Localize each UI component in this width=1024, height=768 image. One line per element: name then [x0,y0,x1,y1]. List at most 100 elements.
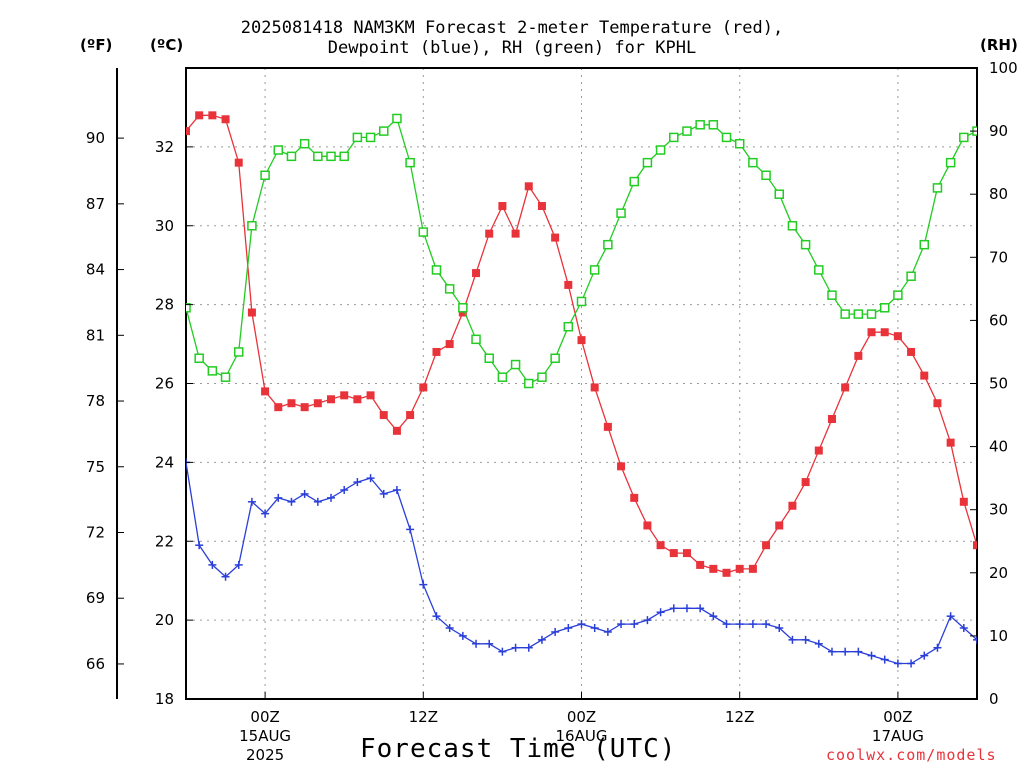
temperature-point [920,371,929,380]
chart-title-line-2: Dewpoint (blue), RH (green) for KPHL [327,38,697,58]
temperature-point [221,115,230,124]
rh-point [853,309,864,319]
rh-point [642,157,653,168]
celsius-tick-label: 30 [155,217,174,235]
dewpoint-point [511,643,520,652]
dewpoint-point [458,631,467,640]
dewpoint-point [340,485,349,494]
dewpoint-point [485,639,494,648]
temperature-point [841,383,850,392]
rh-point [800,239,811,250]
dewpoint-point [551,627,560,636]
rh-line [186,117,977,385]
rh-point [471,334,481,345]
rh-point [510,359,521,370]
rh-tick-label: 70 [989,248,1008,266]
temperature-point [617,462,626,471]
dewpoint-point [775,624,784,633]
x-tick-label: 12Z [725,708,754,726]
rh-point [655,145,666,155]
dewpoint-point [524,643,533,652]
rh-point [748,157,758,168]
rh-point [273,145,284,155]
dewpoint-point [880,655,889,664]
rh-point [589,265,600,275]
fahrenheit-tick-label: 66 [86,655,105,673]
temperature-point [445,340,454,349]
dewpoint-point [221,572,230,581]
celsius-tick-label: 28 [155,296,174,314]
dewpoint-point [313,497,322,506]
fahrenheit-tick-label: 72 [86,523,105,541]
dewpoint-point [379,489,388,498]
dewpoint-point [247,497,256,506]
temperature-point [537,202,546,211]
temperature-point [195,111,204,120]
dewpoint-point [854,647,863,656]
dewpoint-point [735,620,744,629]
dewpoint-point [959,624,968,633]
celsius-tick-label: 18 [155,690,174,708]
temperature-point [247,308,256,317]
rh-point [431,265,442,275]
fahrenheit-tick-label: 87 [86,195,105,213]
rh-point [669,132,679,143]
dewpoint-point [537,635,546,644]
fahrenheit-tick-label: 90 [86,129,105,147]
rh-point [313,151,323,162]
rh-point [603,239,613,250]
rh-point [286,151,297,162]
rh-point [405,157,415,168]
x-tick-year: 2025 [246,746,284,764]
celsius-tick-label: 32 [155,138,174,156]
rh-point [721,132,732,143]
temperature-point [946,438,955,447]
rh-tick-label: 10 [989,627,1008,645]
dewpoint-point [973,635,977,644]
temperature-point [419,383,428,392]
x-axis-title: Forecast Time (UTC) [360,734,677,764]
temperature-point [313,399,322,408]
rh-point [576,296,587,307]
temperature-point [551,233,560,242]
dewpoint-point [788,635,797,644]
grid-lines [186,68,977,699]
rh-point [260,170,270,181]
temperature-point [801,478,810,487]
rh-tick-label: 60 [989,311,1008,329]
x-tick-label: 00Z [567,708,596,726]
rh-point [326,151,336,162]
rh-point [444,284,455,294]
rh-point [497,372,508,382]
dewpoint-point [208,560,217,569]
temperature-point [472,269,481,278]
x-tick-date: 16AUG [556,727,608,745]
temperature-point [366,391,375,400]
dewpoint-point [656,608,665,617]
temperature-point [854,351,863,360]
temperature-point [577,336,586,345]
rh-tick-label: 100 [989,59,1018,77]
dewpoint-point [814,639,823,648]
temperature-point [340,391,349,400]
fahrenheit-tick-label: 84 [86,261,105,279]
temperature-point [880,328,889,337]
temperature-point [511,229,520,238]
credit-link[interactable]: coolwx.com/models [826,746,997,764]
dewpoint-point [920,651,929,660]
temperature-point [524,182,533,191]
fahrenheit-tick-label: 75 [86,458,105,476]
rh-point [827,290,837,300]
rh-point [840,309,850,319]
celsius-tick-label: 22 [155,532,174,550]
temperature-point [564,280,573,289]
rh-point [186,303,191,313]
dewpoint-point [287,497,296,506]
rh-point [866,309,877,319]
temperature-point [735,564,744,573]
temperature-point [300,403,309,412]
temperature-point [274,403,283,412]
rh-point [220,372,231,382]
dewpoint-point [893,659,902,668]
rh-point [814,265,824,275]
